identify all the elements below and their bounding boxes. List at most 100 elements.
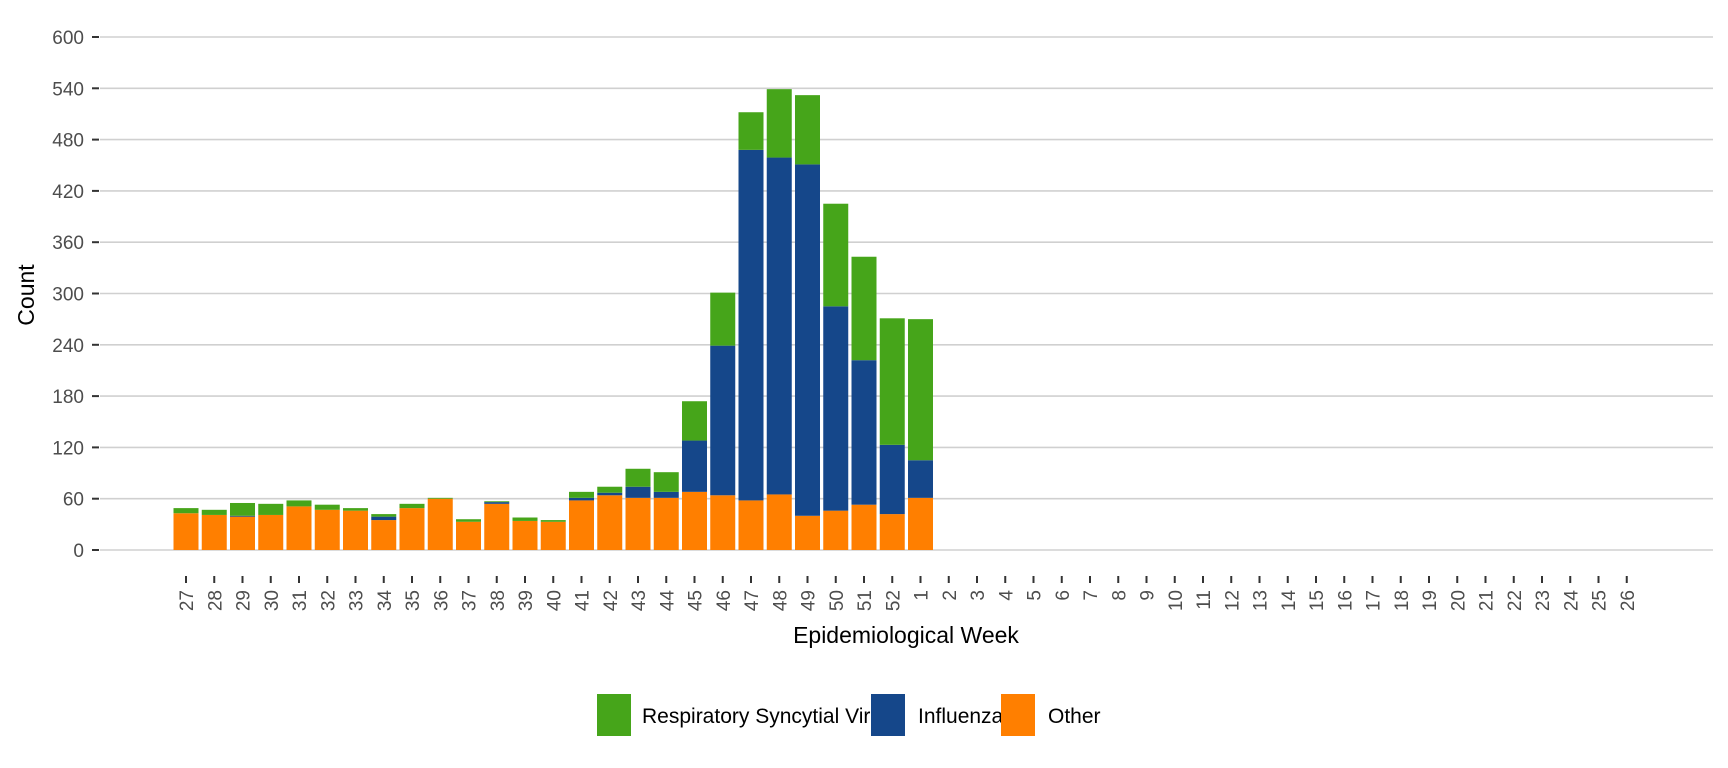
x-tick-label: 24	[1561, 590, 1582, 612]
x-tick-label: 42	[601, 590, 622, 611]
bar-other-week-43	[625, 497, 651, 550]
x-tick-label: 27	[177, 590, 198, 611]
x-axis-title: Epidemiological Week	[793, 622, 1019, 648]
x-tick-label: 5	[1025, 590, 1046, 601]
bar-respiratory-syncytial-virus-week-52	[879, 318, 905, 445]
bar-respiratory-syncytial-virus-week-49	[795, 95, 820, 165]
bar-influenza-week-29	[230, 515, 255, 517]
x-tick-label: 38	[488, 590, 509, 611]
x-tick-label: 32	[318, 590, 339, 611]
x-tick-label: 33	[347, 590, 368, 611]
legend-swatch	[871, 694, 905, 736]
y-tick-label: 420	[52, 182, 84, 203]
bar-influenza-week-46	[710, 345, 736, 496]
bar-other-week-51	[851, 504, 877, 550]
x-tick-label: 44	[657, 590, 678, 612]
x-tick-label: 11	[1194, 590, 1215, 610]
x-tick-label: 20	[1448, 590, 1469, 611]
x-tick-label: 34	[375, 590, 396, 612]
bar-other-week-34	[371, 520, 397, 550]
gridlines	[100, 36, 1713, 551]
bar-other-week-35	[399, 508, 425, 550]
bar-influenza-week-45	[682, 440, 707, 492]
bar-other-week-39	[512, 520, 538, 550]
bar-influenza-week-51	[851, 360, 877, 505]
bar-influenza-week-44	[653, 491, 679, 498]
bar-respiratory-syncytial-virus-week-51	[851, 256, 877, 361]
bar-respiratory-syncytial-virus-week-41	[569, 491, 594, 498]
x-axis-ticks: 27 28 29 30 31 32 33 34 35 36 37 38 39 40 41 42 43 44 45 46…	[177, 576, 1639, 611]
y-tick-label: 600	[52, 28, 84, 49]
bar-other-week-29	[230, 516, 255, 550]
bar-influenza-week-42	[597, 492, 623, 496]
bar-respiratory-syncytial-virus-week-30	[258, 503, 284, 515]
legend-swatch	[1001, 694, 1035, 736]
bar-respiratory-syncytial-virus-week-42	[597, 486, 623, 493]
x-tick-label: 41	[573, 590, 594, 611]
y-axis-ticks: 0 60 120 180 240 300 360 420 480 540 600	[52, 28, 99, 562]
bar-influenza-week-41	[569, 497, 594, 501]
x-tick-label: 12	[1222, 590, 1243, 611]
bar-other-week-52	[879, 514, 905, 550]
x-tick-label: 2	[940, 590, 961, 601]
bar-other-week-37	[456, 521, 481, 550]
bar-other-week-44	[653, 497, 679, 550]
bar-respiratory-syncytial-virus-week-33	[343, 508, 368, 511]
bar-respiratory-syncytial-virus-week-29	[230, 502, 255, 516]
bar-respiratory-syncytial-virus-week-47	[738, 112, 764, 150]
x-tick-label: 22	[1505, 590, 1526, 611]
bar-other-week-38	[484, 503, 510, 550]
bar-influenza-week-48	[766, 157, 792, 495]
bar-influenza-week-43	[625, 486, 651, 498]
x-tick-label: 21	[1477, 590, 1498, 611]
bar-other-week-46	[710, 495, 736, 550]
bar-other-week-33	[343, 510, 368, 550]
bar-other-week-41	[569, 500, 594, 550]
x-tick-label: 51	[855, 590, 876, 611]
bar-respiratory-syncytial-virus-week-39	[512, 517, 538, 521]
x-tick-label: 4	[996, 590, 1017, 601]
bar-other-week-47	[738, 500, 764, 550]
legend-label: Influenza	[918, 705, 1004, 728]
x-tick-label: 17	[1364, 590, 1385, 611]
x-tick-label: 15	[1307, 590, 1328, 611]
x-tick-label: 10	[1166, 590, 1187, 611]
legend-item: Other	[1001, 694, 1101, 736]
bar-respiratory-syncytial-virus-week-28	[201, 509, 227, 515]
y-tick-label: 300	[52, 285, 84, 306]
bar-other-week-27	[173, 513, 199, 550]
x-tick-label: 6	[1053, 590, 1074, 601]
bar-respiratory-syncytial-virus-week-44	[653, 472, 679, 492]
bar-influenza-week-38	[484, 502, 510, 504]
legend-label: Other	[1048, 705, 1101, 728]
x-tick-label: 36	[431, 590, 452, 611]
x-tick-label: 50	[827, 590, 848, 611]
x-tick-label: 47	[742, 590, 763, 611]
bar-other-week-31	[286, 506, 312, 550]
bar-other-week-40	[540, 521, 566, 550]
x-tick-label: 46	[714, 590, 735, 611]
x-tick-label: 14	[1279, 590, 1300, 612]
x-tick-label: 1	[912, 590, 933, 601]
bar-other-week-49	[795, 515, 820, 550]
x-tick-label: 31	[290, 590, 311, 611]
y-tick-label: 120	[52, 438, 84, 459]
x-tick-label: 45	[686, 590, 707, 611]
bar-other-week-50	[823, 510, 849, 550]
x-tick-label: 23	[1533, 590, 1554, 611]
bar-other-week-30	[258, 514, 284, 550]
bar-respiratory-syncytial-virus-week-46	[710, 292, 736, 346]
x-tick-label: 13	[1251, 590, 1272, 611]
bar-respiratory-syncytial-virus-week-43	[625, 468, 651, 487]
legend-item: Respiratory Syncytial Virus	[597, 694, 893, 736]
bar-other-week-32	[314, 509, 340, 550]
bar-respiratory-syncytial-virus-week-35	[399, 503, 425, 509]
bar-respiratory-syncytial-virus-week-34	[371, 514, 397, 517]
bar-respiratory-syncytial-virus-week-40	[540, 520, 566, 522]
legend-item: Influenza	[871, 694, 1004, 736]
y-tick-label: 0	[73, 541, 84, 562]
x-tick-label: 40	[544, 590, 565, 611]
y-tick-label: 480	[52, 131, 84, 152]
x-tick-label: 16	[1335, 590, 1356, 611]
